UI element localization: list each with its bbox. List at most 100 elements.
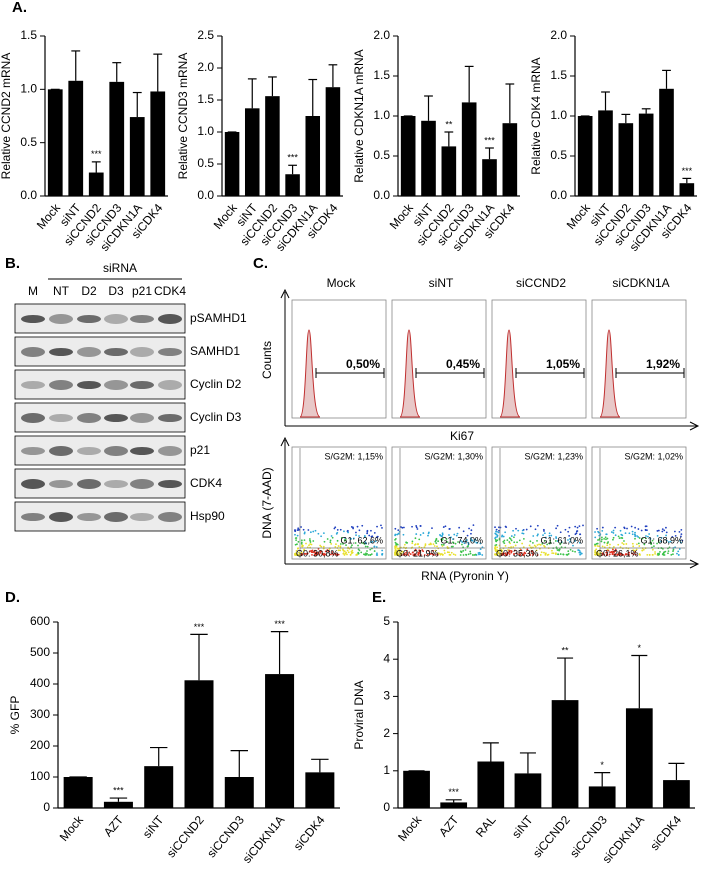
dot (621, 534, 624, 537)
dot (401, 550, 404, 553)
dot (441, 538, 444, 540)
dot (301, 553, 304, 556)
dot (678, 531, 681, 533)
blot-band (77, 513, 101, 521)
dot (330, 543, 333, 545)
dot (496, 553, 498, 555)
blot-band (158, 446, 182, 456)
blot-row-label: p21 (190, 443, 210, 457)
dot (470, 538, 473, 541)
dot (444, 525, 447, 528)
dot (578, 525, 581, 527)
dot (512, 529, 514, 532)
dot (677, 550, 680, 553)
dot (334, 526, 337, 529)
dot (417, 553, 420, 556)
bar (150, 91, 166, 196)
dot (651, 553, 654, 556)
dot (315, 551, 318, 554)
dot (508, 549, 511, 552)
significance: *** (194, 622, 205, 632)
dot (637, 536, 640, 538)
dot (497, 552, 500, 555)
blot-row-label: pSAMHD1 (190, 311, 247, 325)
dot (313, 551, 316, 553)
dot (466, 534, 469, 537)
dot (476, 541, 479, 544)
dot (502, 540, 505, 543)
dot (555, 527, 558, 530)
dot (381, 549, 384, 552)
dot (309, 539, 311, 542)
dot (462, 530, 465, 533)
dot (556, 524, 559, 527)
dot (647, 535, 649, 538)
dot (631, 552, 634, 555)
dot (446, 551, 449, 554)
dot (474, 538, 477, 541)
dot (576, 526, 579, 529)
blot-band (49, 414, 73, 422)
dot (297, 554, 300, 556)
dot (339, 543, 342, 545)
dot (528, 552, 531, 555)
histogram-peak (399, 329, 421, 418)
dot (605, 538, 607, 541)
dot (536, 524, 539, 527)
bar (514, 773, 542, 808)
dot (450, 536, 452, 539)
dot (346, 549, 349, 552)
x-tick-label: AZT (101, 812, 127, 839)
arrow (689, 559, 700, 569)
y-tick-label: 1.0 (550, 108, 567, 122)
dot (295, 539, 298, 542)
percent: 1,92% (646, 357, 680, 371)
dot (612, 536, 615, 539)
dot (355, 534, 357, 537)
dot (648, 533, 651, 535)
dot (437, 540, 440, 543)
blot-band (158, 314, 182, 324)
dot (632, 553, 635, 556)
dot (337, 545, 340, 547)
dot (609, 543, 611, 546)
blot-band (130, 413, 154, 423)
dot (524, 552, 527, 555)
dot (594, 545, 597, 547)
dot (448, 551, 450, 554)
dot (442, 543, 445, 546)
blot-band (104, 446, 128, 456)
dot (323, 552, 325, 555)
dot (496, 539, 499, 542)
significance: *** (113, 785, 124, 795)
dot (574, 550, 576, 553)
dot (445, 538, 448, 540)
dot (380, 524, 382, 527)
dot (319, 550, 322, 553)
dot (568, 526, 571, 529)
dot (634, 535, 637, 538)
dot (481, 554, 484, 556)
dot (510, 546, 512, 548)
dot (601, 529, 604, 532)
dot (532, 552, 535, 554)
dot (452, 538, 454, 541)
dot (555, 537, 558, 540)
dot (601, 545, 604, 548)
dot (455, 534, 458, 537)
dot (432, 549, 434, 552)
dot (366, 529, 369, 532)
dot (628, 532, 631, 535)
dot (369, 554, 371, 556)
dot (518, 553, 520, 556)
dot (535, 549, 538, 552)
blot-band (130, 479, 154, 489)
dot (619, 529, 622, 532)
dot (601, 538, 603, 541)
column-header: siCCND2 (516, 276, 566, 290)
blot-band (158, 512, 182, 522)
dot (328, 548, 331, 550)
dot (327, 550, 330, 553)
dot (329, 541, 332, 544)
dot (660, 540, 662, 543)
